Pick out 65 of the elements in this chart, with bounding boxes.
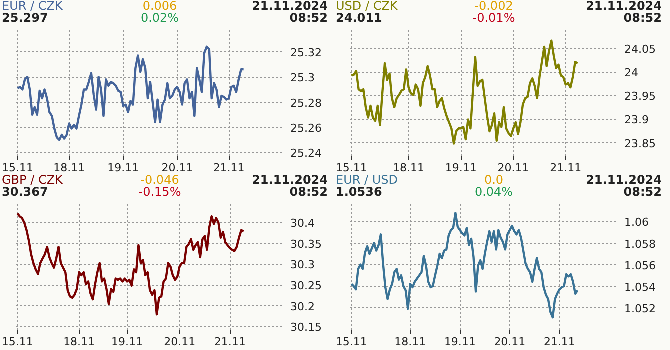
x-tick-label: 18.11 — [64, 336, 96, 348]
x-tick-label: 19.11 — [112, 336, 144, 348]
text: 08:52 — [624, 185, 662, 199]
chart-title: EUR / USD — [336, 173, 398, 187]
x-tick-label: 20.11 — [164, 336, 196, 348]
chart-title: USD / CZK — [336, 0, 398, 13]
x-tick-label: 19.11 — [444, 336, 476, 348]
text: -0.01% — [472, 11, 516, 25]
y-tick-label: 30.35 — [290, 238, 322, 251]
text: 08:52 — [290, 185, 328, 199]
y-tick-label: 30.4 — [290, 216, 315, 230]
y-tick-label: 30.15 — [290, 321, 322, 334]
text: 08:52 — [290, 11, 328, 25]
y-tick-label: 25.3 — [290, 72, 315, 85]
y-tick-label: 24 — [624, 66, 638, 80]
text: -0.002 — [474, 0, 514, 13]
x-tick-label: 21.11 — [213, 162, 245, 174]
y-tick-label: 30.3 — [290, 258, 315, 272]
text: -0.15% — [138, 185, 182, 199]
x-tick-label: 21.11 — [214, 336, 246, 348]
x-tick-label: 20.11 — [162, 162, 194, 174]
text: 0.006 — [142, 0, 178, 13]
x-tick-label: 21.11 — [550, 162, 582, 174]
x-tick-label: 21.11 — [544, 336, 576, 348]
text: 21.11.2024 — [586, 173, 662, 187]
y-tick-label: 30.2 — [290, 300, 315, 314]
y-tick-label: 1.056 — [624, 259, 656, 272]
x-tick-label: 20.11 — [498, 162, 530, 174]
text: 08:52 — [624, 11, 662, 25]
chart-subtitle: 24.011 — [336, 11, 384, 25]
chart-title: EUR / CZK — [2, 0, 63, 13]
y-tick-label: 23.95 — [624, 90, 656, 104]
x-tick-label: 19.11 — [108, 162, 140, 174]
chart-subtitle: 25.297 — [2, 11, 50, 25]
x-tick-label: 19.11 — [445, 162, 477, 174]
y-tick-label: 1.058 — [624, 238, 656, 251]
x-tick-label: 20.11 — [494, 336, 526, 348]
chart-subtitle: 30.367 — [2, 185, 50, 199]
x-tick-label: 15.11 — [336, 162, 368, 174]
y-tick-label: 25.24 — [290, 147, 322, 160]
x-tick-label: 18.11 — [54, 162, 86, 174]
x-tick-label: 15.11 — [2, 336, 34, 348]
y-tick-label: 30.25 — [290, 280, 322, 293]
text: 0.02% — [140, 11, 180, 25]
text: -0.046 — [140, 173, 180, 187]
y-tick-label: 1.052 — [624, 302, 656, 316]
x-tick-label: 15.11 — [336, 336, 368, 348]
text: 21.11.2024 — [252, 0, 328, 13]
x-tick-label: 18.11 — [393, 162, 425, 174]
y-tick-label: 25.26 — [290, 122, 322, 136]
text: 21.11.2024 — [252, 173, 328, 187]
text: 0.04% — [474, 185, 514, 199]
x-tick-label: 15.11 — [2, 162, 34, 174]
y-tick-label: 25.28 — [290, 96, 322, 110]
x-tick-label: 18.11 — [394, 336, 426, 348]
y-tick-label: 1.06 — [624, 216, 649, 230]
y-tick-label: 23.85 — [624, 137, 656, 150]
chart-title: GBP / CZK — [2, 173, 63, 187]
y-tick-label: 23.9 — [624, 114, 649, 127]
text: 0.0 — [484, 173, 504, 187]
y-tick-label: 24.05 — [624, 42, 656, 56]
chart-subtitle: 1.0536 — [336, 185, 384, 199]
y-tick-label: 25.32 — [290, 46, 322, 60]
y-tick-label: 1.054 — [624, 280, 656, 294]
text: 21.11.2024 — [586, 0, 662, 13]
